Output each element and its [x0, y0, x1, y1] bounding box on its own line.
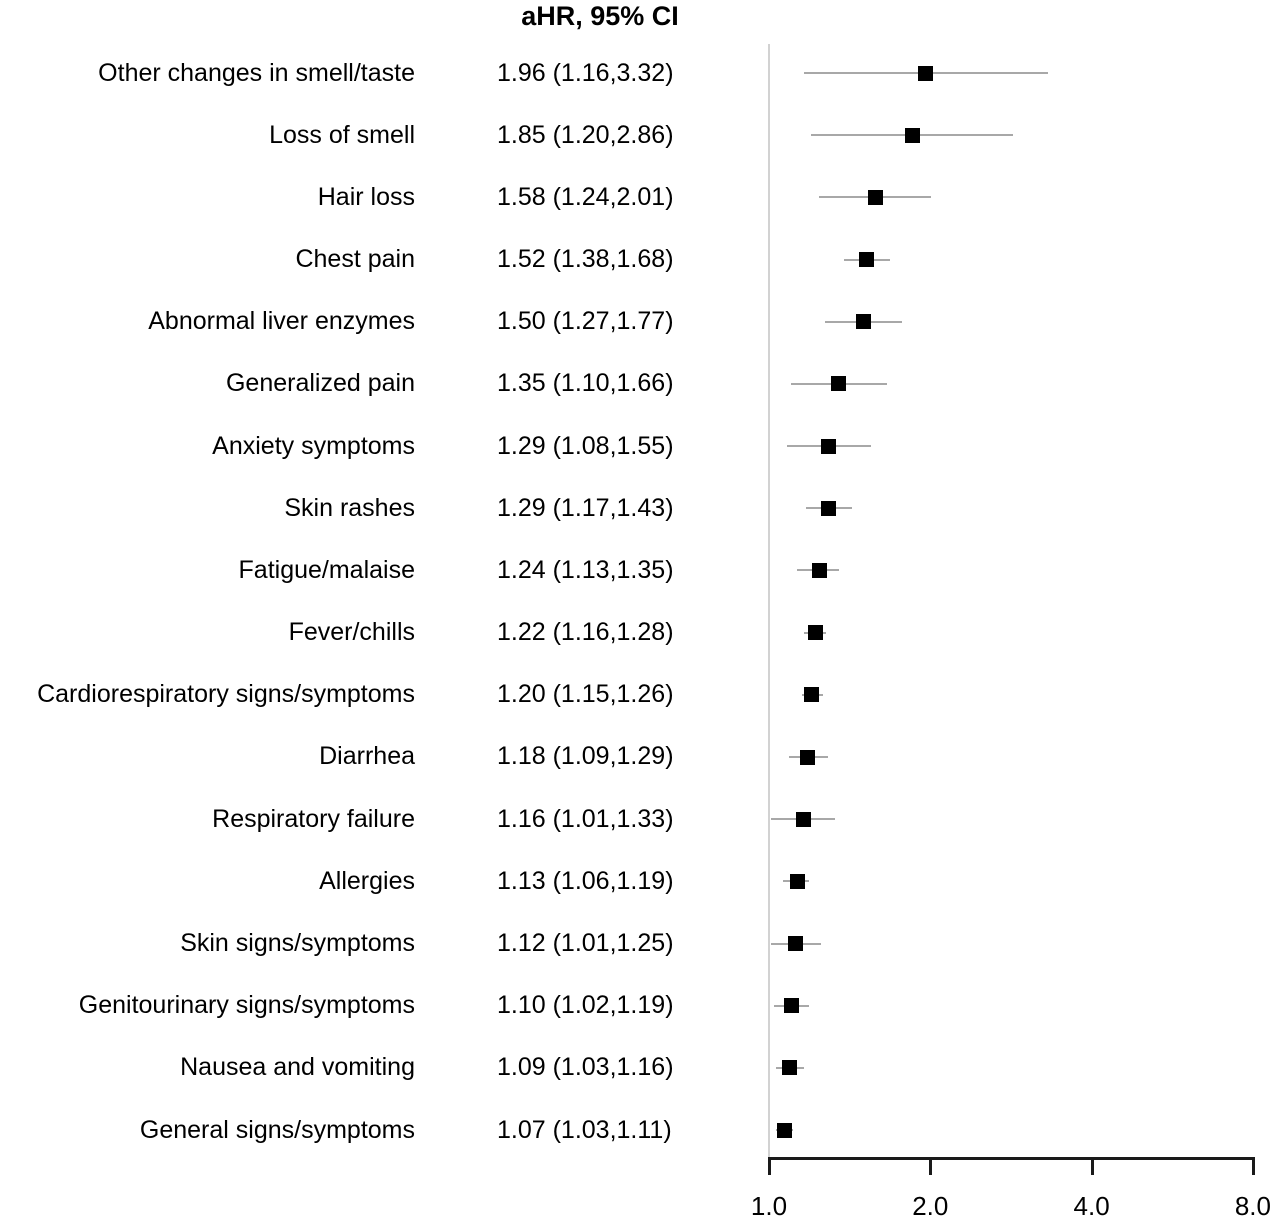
point-estimate-marker: [777, 1122, 793, 1138]
row-label: Fever/chills: [288, 618, 415, 647]
row-estimate: 1.29 (1.08,1.55): [497, 431, 674, 460]
point-estimate-marker: [807, 625, 823, 641]
row-estimate: 1.24 (1.13,1.35): [497, 555, 674, 584]
x-axis-tick: [1090, 1160, 1094, 1175]
x-axis-tick-label: 8.0: [1234, 1191, 1271, 1221]
row-label: Genitourinary signs/symptoms: [78, 991, 415, 1020]
row-label: Allergies: [319, 866, 415, 895]
point-estimate-marker: [800, 749, 815, 765]
row-estimate: 1.12 (1.01,1.25): [497, 929, 674, 958]
row-label: Hair loss: [317, 182, 415, 211]
row-estimate: 1.13 (1.06,1.19): [497, 866, 674, 895]
point-estimate-marker: [783, 998, 799, 1014]
row-label: Nausea and vomiting: [180, 1053, 415, 1082]
point-estimate-marker: [831, 376, 847, 392]
row-estimate: 1.85 (1.20,2.86): [497, 120, 674, 149]
row-estimate: 1.09 (1.03,1.16): [497, 1053, 674, 1082]
row-label: Skin rashes: [284, 493, 415, 522]
row-estimate: 1.29 (1.17,1.43): [497, 493, 674, 522]
row-label: Skin signs/symptoms: [180, 929, 415, 958]
row-estimate: 1.07 (1.03,1.11): [497, 1115, 672, 1144]
x-axis-tick-label: 1.0: [750, 1191, 788, 1221]
point-estimate-marker: [855, 314, 871, 330]
row-label: Cardiorespiratory signs/symptoms: [37, 680, 415, 709]
point-estimate-marker: [820, 500, 836, 516]
point-estimate-marker: [858, 252, 874, 267]
x-axis-tick-label: 2.0: [912, 1191, 949, 1221]
row-estimate: 1.35 (1.10,1.66): [497, 369, 674, 398]
x-axis-tick: [768, 1160, 771, 1175]
row-label: Diarrhea: [319, 742, 415, 771]
point-estimate-marker: [904, 127, 920, 143]
point-estimate-marker: [867, 189, 883, 205]
point-estimate-marker: [811, 562, 827, 578]
row-estimate: 1.52 (1.38,1.68): [497, 245, 674, 274]
point-estimate-marker: [787, 936, 803, 951]
point-estimate-marker: [796, 811, 811, 827]
row-label: Loss of smell: [269, 120, 415, 149]
x-axis-line: [768, 1157, 1255, 1160]
row-label: Fatigue/malaise: [238, 555, 415, 584]
row-label: Anxiety symptoms: [212, 431, 415, 460]
row-label: General signs/symptoms: [139, 1115, 415, 1144]
row-estimate: 1.18 (1.09,1.29): [497, 742, 674, 771]
row-estimate: 1.22 (1.16,1.28): [497, 618, 674, 647]
row-label: Chest pain: [295, 245, 415, 274]
point-estimate-marker: [918, 65, 934, 81]
row-estimate: 1.10 (1.02,1.19): [497, 991, 674, 1020]
row-label: Respiratory failure: [212, 804, 415, 833]
row-estimate: 1.16 (1.01,1.33): [497, 804, 674, 833]
x-axis-tick-label: 4.0: [1073, 1191, 1110, 1221]
row-estimate: 1.20 (1.15,1.26): [497, 680, 674, 709]
reference-line: [768, 44, 770, 1158]
point-estimate-marker: [803, 687, 819, 703]
row-estimate: 1.50 (1.27,1.77): [497, 307, 674, 336]
row-label: Generalized pain: [225, 369, 415, 398]
row-label: Other changes in smell/taste: [98, 58, 415, 87]
row-label: Abnormal liver enzymes: [148, 307, 415, 336]
chart-title: aHR, 95% CI: [521, 1, 679, 31]
x-axis-tick: [1251, 1160, 1255, 1175]
point-estimate-marker: [789, 873, 805, 889]
row-estimate: 1.96 (1.16,3.32): [497, 58, 674, 87]
x-axis-tick: [929, 1160, 933, 1175]
row-estimate: 1.58 (1.24,2.01): [497, 182, 674, 211]
point-estimate-marker: [781, 1060, 797, 1076]
point-estimate-marker: [820, 438, 836, 454]
